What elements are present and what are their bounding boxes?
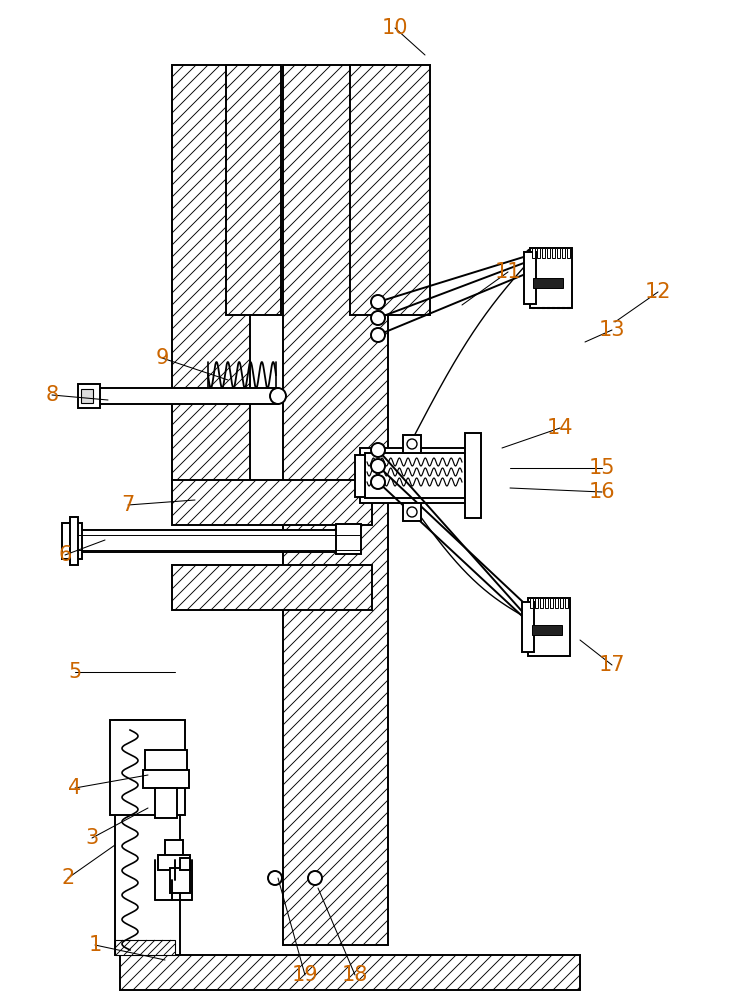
Bar [283,65,388,945]
Bar [172,480,372,525]
Text: 8: 8 [46,385,59,405]
Circle shape [371,328,385,342]
Bar [62,523,82,559]
Bar [350,65,430,315]
Text: 15: 15 [589,458,615,478]
Text: 5: 5 [69,662,81,682]
Bar [567,248,570,258]
Bar [547,248,550,258]
Bar [78,384,100,408]
Bar [170,868,190,893]
Bar [360,448,470,503]
Bar [81,389,93,403]
Bar [522,602,534,652]
Circle shape [407,507,417,517]
Bar [365,453,465,498]
Bar [555,598,558,608]
Text: 10: 10 [382,18,408,38]
Bar [532,248,535,258]
Bar [70,517,78,565]
Circle shape [407,439,417,449]
Text: 7: 7 [122,495,134,515]
Bar [172,65,250,485]
Bar [403,503,421,521]
Bar [557,248,560,258]
Text: 13: 13 [599,320,625,340]
Text: 11: 11 [495,262,521,282]
Bar [533,278,563,288]
Bar [180,858,190,870]
Bar [532,625,562,635]
Text: 3: 3 [85,828,98,848]
Circle shape [371,311,385,325]
Bar [550,598,553,608]
Bar [545,598,548,608]
Bar [530,248,572,308]
Bar [537,248,540,258]
Circle shape [270,388,286,404]
Bar [336,524,361,554]
Bar [158,855,190,870]
Bar [78,530,338,552]
Circle shape [371,459,385,473]
Text: 19: 19 [292,965,319,985]
Text: 18: 18 [342,965,369,985]
Circle shape [537,259,549,271]
Text: 12: 12 [645,282,671,302]
Text: 17: 17 [599,655,625,675]
Bar [155,788,177,818]
Circle shape [308,871,322,885]
Bar [120,955,580,990]
Text: 16: 16 [589,482,615,502]
Bar [172,565,372,610]
Bar [560,598,563,608]
Bar [540,598,543,608]
Bar [226,65,281,315]
Text: 4: 4 [69,778,81,798]
Bar [465,433,481,518]
Text: 2: 2 [61,868,75,888]
Bar [565,598,568,608]
Bar [110,720,185,815]
Circle shape [268,871,282,885]
Bar [115,940,175,955]
Bar [530,598,533,608]
Circle shape [371,295,385,309]
Bar [524,252,536,304]
Bar [535,598,538,608]
Bar [165,840,183,858]
Bar [562,248,565,258]
Text: 14: 14 [547,418,573,438]
Bar [145,750,187,772]
Circle shape [524,612,536,624]
Bar [403,435,421,453]
Circle shape [371,443,385,457]
Bar [83,388,278,404]
Bar [143,770,189,788]
Bar [552,248,555,258]
Circle shape [526,249,538,261]
Circle shape [371,475,385,489]
Bar [115,720,180,955]
Bar [542,248,545,258]
Text: 9: 9 [155,348,169,368]
Bar [355,455,365,497]
Bar [528,598,570,656]
Text: 6: 6 [58,545,72,565]
Text: 1: 1 [88,935,101,955]
Circle shape [534,622,546,634]
